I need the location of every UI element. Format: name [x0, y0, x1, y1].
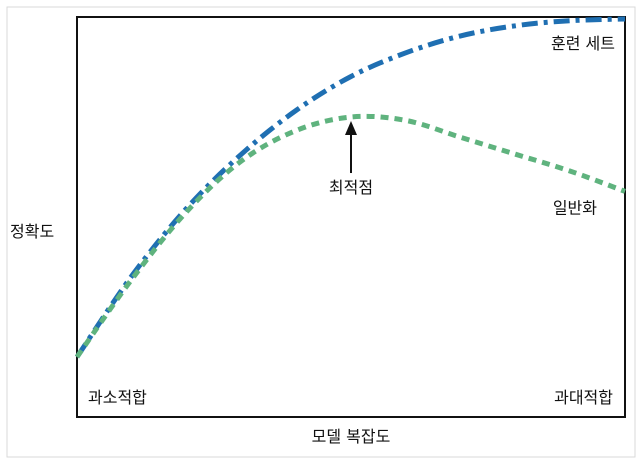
- y-axis-label: 정확도: [10, 222, 54, 241]
- underfit-label: 과소적합: [88, 388, 147, 407]
- series-label-training: 훈련 세트: [551, 34, 615, 53]
- optimum-label: 최적점: [329, 178, 373, 197]
- x-axis-label: 모델 복잡도: [312, 427, 391, 446]
- outer-border: [6, 6, 636, 458]
- overfit-label: 과대적합: [554, 388, 613, 407]
- series-line-generalization: [74, 113, 626, 359]
- series-layer: [74, 16, 626, 359]
- optimum-arrow-head: [345, 121, 357, 136]
- plot-area: [76, 16, 626, 418]
- series-label-generalization: 일반화: [553, 198, 597, 217]
